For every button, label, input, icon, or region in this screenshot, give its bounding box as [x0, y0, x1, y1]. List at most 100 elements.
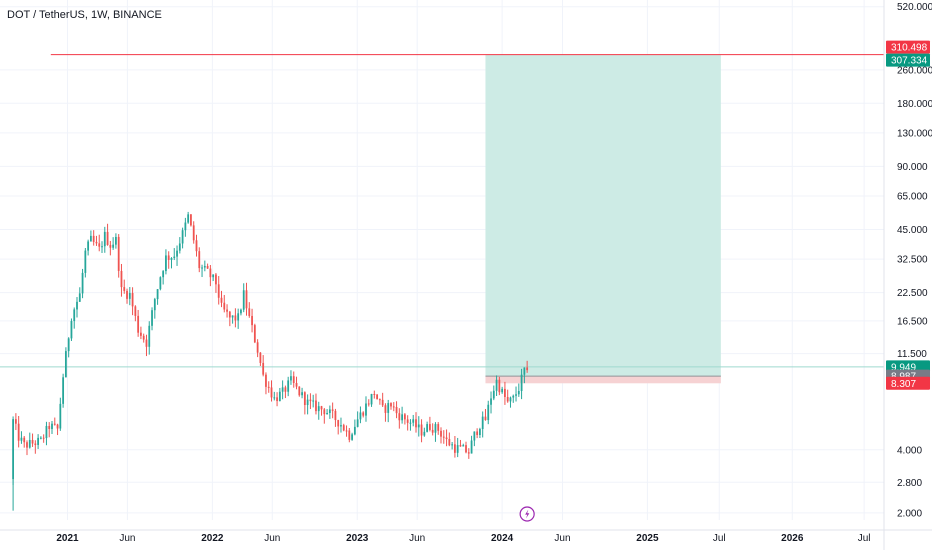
time-tick-label: Jun [264, 533, 280, 544]
level-lines [0, 54, 884, 368]
candle-body [362, 412, 365, 416]
candle-body [245, 290, 248, 309]
candle-body [409, 422, 412, 424]
candle-body [134, 306, 137, 316]
candle-body [176, 250, 178, 257]
price-tag-label: 9.949 [891, 362, 916, 373]
lightning-glyph [525, 509, 530, 519]
candle-body [437, 424, 440, 431]
candle-body [398, 413, 401, 421]
candle-body [81, 272, 84, 294]
candle-body [342, 425, 345, 431]
candle-body [373, 393, 376, 395]
time-axis[interactable]: 2021 Jun 2022 Jun 2023 Jun 2024 Jun 2025 Jul 2026 J… [0, 529, 932, 544]
candle-body [153, 299, 156, 311]
candle-body [231, 315, 234, 318]
candle-body [220, 297, 223, 303]
candle-body [481, 416, 484, 430]
candle-body [323, 409, 326, 415]
price-tick-label: 2.800 [897, 478, 922, 489]
price-tick-label: 520.000 [897, 2, 932, 13]
candle-body [523, 367, 526, 375]
candle-body [201, 267, 203, 269]
candle-body [184, 222, 187, 231]
candle-body [117, 236, 120, 271]
candle-body [281, 387, 284, 392]
price-tick-label: 4.000 [897, 445, 922, 456]
candle-body [123, 287, 126, 291]
price-tag [886, 40, 930, 54]
candle-body [326, 413, 328, 415]
price-tick-label: 11.500 [897, 349, 927, 360]
candle-body [226, 309, 228, 312]
long-position-tool[interactable] [485, 54, 721, 384]
stop-zone[interactable] [485, 376, 721, 384]
candle-body [376, 394, 378, 400]
candle-body [309, 399, 312, 402]
candle-body [78, 293, 81, 302]
candle-body [253, 325, 256, 343]
candle-body [215, 274, 217, 285]
candle-body [317, 406, 320, 412]
candle-body [448, 438, 451, 446]
target-zone[interactable] [485, 54, 721, 377]
candle-body [445, 437, 448, 439]
candle-body [306, 399, 309, 406]
candle-body [459, 445, 462, 447]
candle-body [340, 425, 342, 427]
candle-body [73, 309, 76, 322]
candle-body [515, 394, 517, 396]
candle-body [142, 335, 145, 340]
candle-body [498, 379, 501, 393]
candle-body [484, 416, 487, 421]
candle-body [165, 255, 167, 272]
candle-body [292, 376, 295, 383]
candle-body [334, 410, 337, 421]
candle-body [120, 270, 123, 288]
candle-body [195, 240, 198, 252]
candle-body [465, 445, 467, 453]
candle-body [156, 289, 159, 300]
candle-body [401, 414, 404, 421]
candle-body [109, 244, 112, 248]
candle-body [95, 241, 98, 244]
candle-body [128, 293, 131, 299]
candle-body [181, 230, 184, 244]
candle-body [365, 403, 367, 416]
candle-body [256, 342, 259, 353]
candle-body [290, 376, 292, 381]
candle-body [328, 409, 331, 414]
events-row[interactable] [519, 506, 535, 522]
candle-body [278, 391, 281, 402]
candle-body [331, 409, 334, 411]
time-tick-label: 2021 [56, 533, 79, 544]
time-tick-label: 2026 [781, 533, 804, 544]
candle-body [403, 414, 406, 420]
price-tick-label: 180.000 [897, 99, 932, 110]
candle-body [34, 443, 37, 445]
candle-body [370, 393, 373, 405]
candle-body [237, 313, 240, 321]
price-tick-label: 16.500 [897, 316, 928, 327]
candle-body [242, 290, 245, 310]
price-tick-label: 2.000 [897, 508, 922, 519]
candle-body [426, 424, 429, 432]
price-tag [886, 376, 930, 390]
candle-body [115, 236, 117, 245]
candle-body [137, 315, 140, 333]
candle-body [526, 367, 529, 371]
candle-body [495, 379, 498, 391]
candle-body [178, 243, 181, 251]
price-axis[interactable]: 520.000 260.000 180.000 130.000 90.000 65.000… [883, 0, 932, 550]
candle-body [228, 311, 231, 318]
candle-body [512, 395, 515, 398]
price-tick-label: 130.000 [897, 128, 932, 139]
candle-body [451, 444, 454, 446]
candle-body [415, 419, 417, 428]
candle-body [240, 309, 242, 314]
candle-body [315, 400, 317, 412]
candle-body [392, 406, 395, 408]
candle-body [351, 434, 353, 440]
